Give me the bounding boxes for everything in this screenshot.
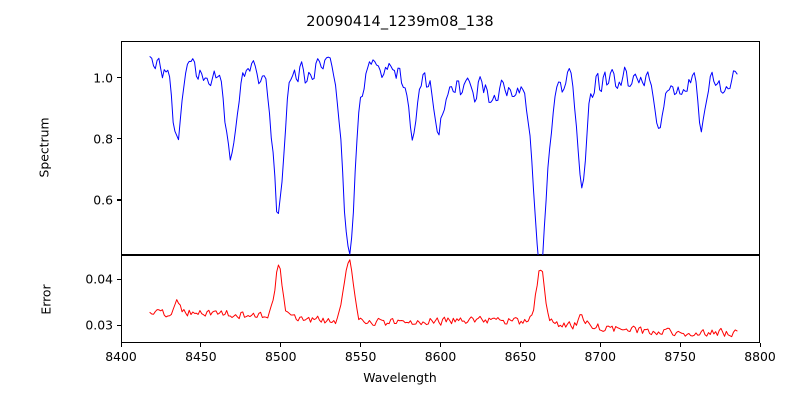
- page-title: 20090414_1239m08_138: [306, 14, 494, 30]
- x-tick-mark: [679, 343, 681, 347]
- x-tick-label: 8750: [664, 349, 696, 364]
- spectrum-line-series: [149, 56, 738, 256]
- x-tick-mark: [280, 343, 282, 347]
- y-tick-mark-error: [117, 278, 121, 280]
- x-tick-label: 8450: [185, 349, 217, 364]
- x-tick-mark: [440, 343, 442, 347]
- y-tick-label-spectrum: 0.6: [93, 192, 113, 208]
- y-tick-label-spectrum: 0.8: [93, 131, 113, 147]
- y-axis-label-spectrum: Spectrum: [36, 117, 52, 178]
- x-tick-mark: [360, 343, 362, 347]
- y-tick-mark-error: [117, 324, 121, 326]
- x-tick-mark: [120, 343, 122, 347]
- x-tick-label: 8600: [424, 349, 457, 364]
- x-tick-label: 8400: [105, 349, 137, 364]
- error-line-series: [149, 259, 738, 338]
- error-panel: [121, 255, 760, 343]
- x-tick-label: 8800: [744, 349, 776, 364]
- x-tick-mark: [519, 343, 521, 347]
- x-tick-label: 8500: [264, 349, 297, 364]
- y-tick-label-error: 0.03: [85, 317, 113, 333]
- y-tick-mark-spectrum: [117, 77, 121, 79]
- y-tick-label-error: 0.04: [85, 271, 113, 287]
- x-tick-label: 8650: [504, 349, 537, 364]
- x-tick-mark: [599, 343, 601, 347]
- x-tick-label: 8550: [344, 349, 377, 364]
- x-tick-label: 8700: [584, 349, 617, 364]
- y-tick-mark-spectrum: [117, 199, 121, 201]
- y-tick-label-spectrum: 1.0: [93, 70, 113, 86]
- spectrum-panel: [121, 41, 760, 256]
- x-axis-label: Wavelength: [363, 370, 437, 385]
- x-tick-mark: [759, 343, 761, 347]
- y-tick-mark-spectrum: [117, 138, 121, 140]
- x-tick-mark: [200, 343, 202, 347]
- y-axis-label-error: Error: [38, 284, 54, 315]
